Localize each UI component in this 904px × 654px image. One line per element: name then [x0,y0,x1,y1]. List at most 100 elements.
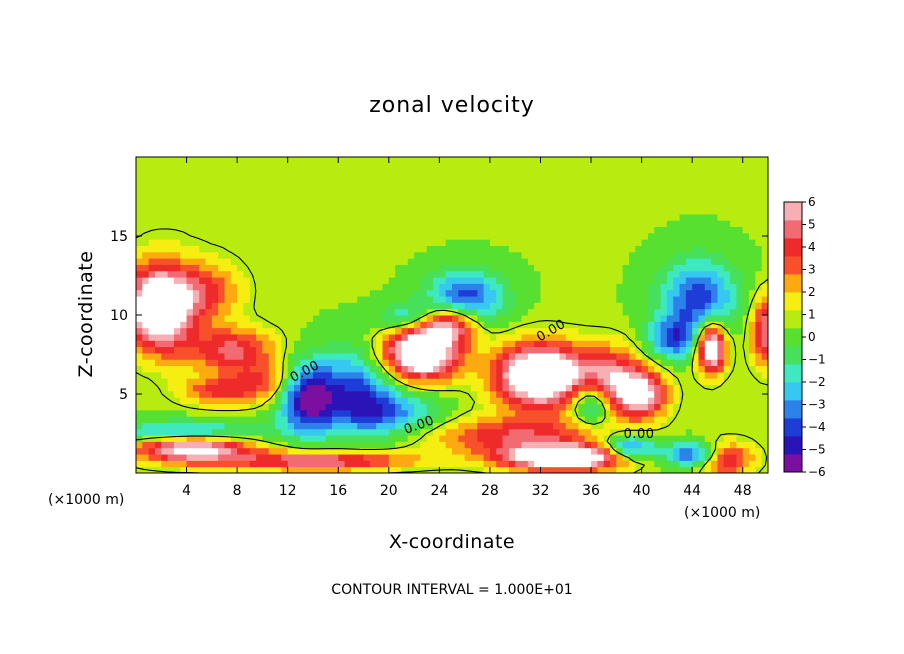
heat-cell [319,365,327,373]
heat-cell [300,277,308,284]
heat-cell [249,321,257,329]
heat-cell [698,315,706,322]
heat-cell [376,277,383,284]
heat-cell [262,308,270,316]
heat-cell [300,378,308,386]
heat-cell [559,175,567,183]
heat-cell [673,169,681,177]
heat-cell [388,308,396,316]
heat-cell [458,207,466,215]
heat-cell [167,163,175,171]
heat-cell [679,397,687,404]
heat-cell [496,251,504,259]
heat-cell [616,397,624,404]
heat-cell [546,182,554,190]
heat-cell [350,188,358,196]
heat-cell [243,207,251,215]
heat-cell [628,416,636,423]
heat-cell [698,277,706,284]
heat-cell [749,245,756,253]
heat-cell [306,296,314,303]
heat-cell [489,441,497,449]
heat-cell [218,289,225,297]
heat-cell [660,213,668,221]
heat-cell [540,397,548,404]
heat-cell [154,416,162,423]
heat-cell [641,409,649,417]
heat-cell [249,416,257,423]
heat-cell [717,245,725,253]
heat-cell [692,226,699,234]
heat-cell [641,371,649,379]
heat-cell [515,245,523,253]
heat-cell [470,397,478,404]
heat-cell [300,390,308,398]
heat-cell [553,346,560,354]
heat-cell [136,302,143,310]
heat-cell [300,428,308,436]
heat-cell [565,169,573,177]
heat-cell [654,283,662,291]
heat-cell [521,447,529,455]
heat-cell [597,384,605,392]
heat-cell [628,333,636,341]
heat-cell [382,296,390,303]
heat-cell [136,315,143,322]
heat-cell [761,454,769,461]
heat-cell [515,416,523,423]
heat-cell [711,207,718,215]
heat-cell [401,277,409,284]
heat-cell [603,220,611,228]
heat-cell [610,270,617,278]
heat-cell [136,277,143,284]
heat-cell [477,447,485,455]
heat-cell [388,327,396,335]
heat-cell [452,289,459,297]
heat-cell [483,428,491,436]
heat-cell [331,321,339,329]
heat-cell [180,175,188,183]
heat-cell [224,403,232,411]
heat-cell [470,302,478,310]
heat-cell [559,466,567,474]
heat-cell [154,283,162,291]
heat-cell [388,277,396,284]
heat-cell [388,207,396,215]
heat-cell [249,409,257,417]
heat-cell [477,403,485,411]
heat-cell [338,308,346,316]
heat-cell [635,182,643,190]
heat-cell [666,397,674,404]
heat-cell [736,327,744,335]
heat-cell [262,201,270,209]
heat-cell [395,232,402,240]
heat-cell [464,245,472,253]
heat-cell [742,302,750,310]
heat-cell [439,441,447,449]
heat-cell [622,340,630,348]
heat-cell [635,378,643,386]
heat-cell [363,232,371,240]
heat-cell [635,213,643,221]
heat-cell [376,441,383,449]
heat-cell [508,163,516,171]
heat-cell [654,403,662,411]
heat-cell [414,352,421,360]
heat-cell [312,182,320,190]
heat-cell [717,321,725,329]
heat-cell [749,175,756,183]
heat-cell [635,416,643,423]
heat-cell [692,327,699,335]
heat-cell [433,182,440,190]
heat-cell [654,352,662,360]
heat-cell [262,163,270,171]
heat-cell [483,397,491,404]
heat-cell [553,201,560,209]
heat-cell [395,289,402,297]
heat-cell [679,188,687,196]
heat-cell [167,371,175,379]
heat-cell [647,175,655,183]
heat-cell [395,169,402,177]
heat-cell [546,397,554,404]
heat-cell [192,283,200,291]
